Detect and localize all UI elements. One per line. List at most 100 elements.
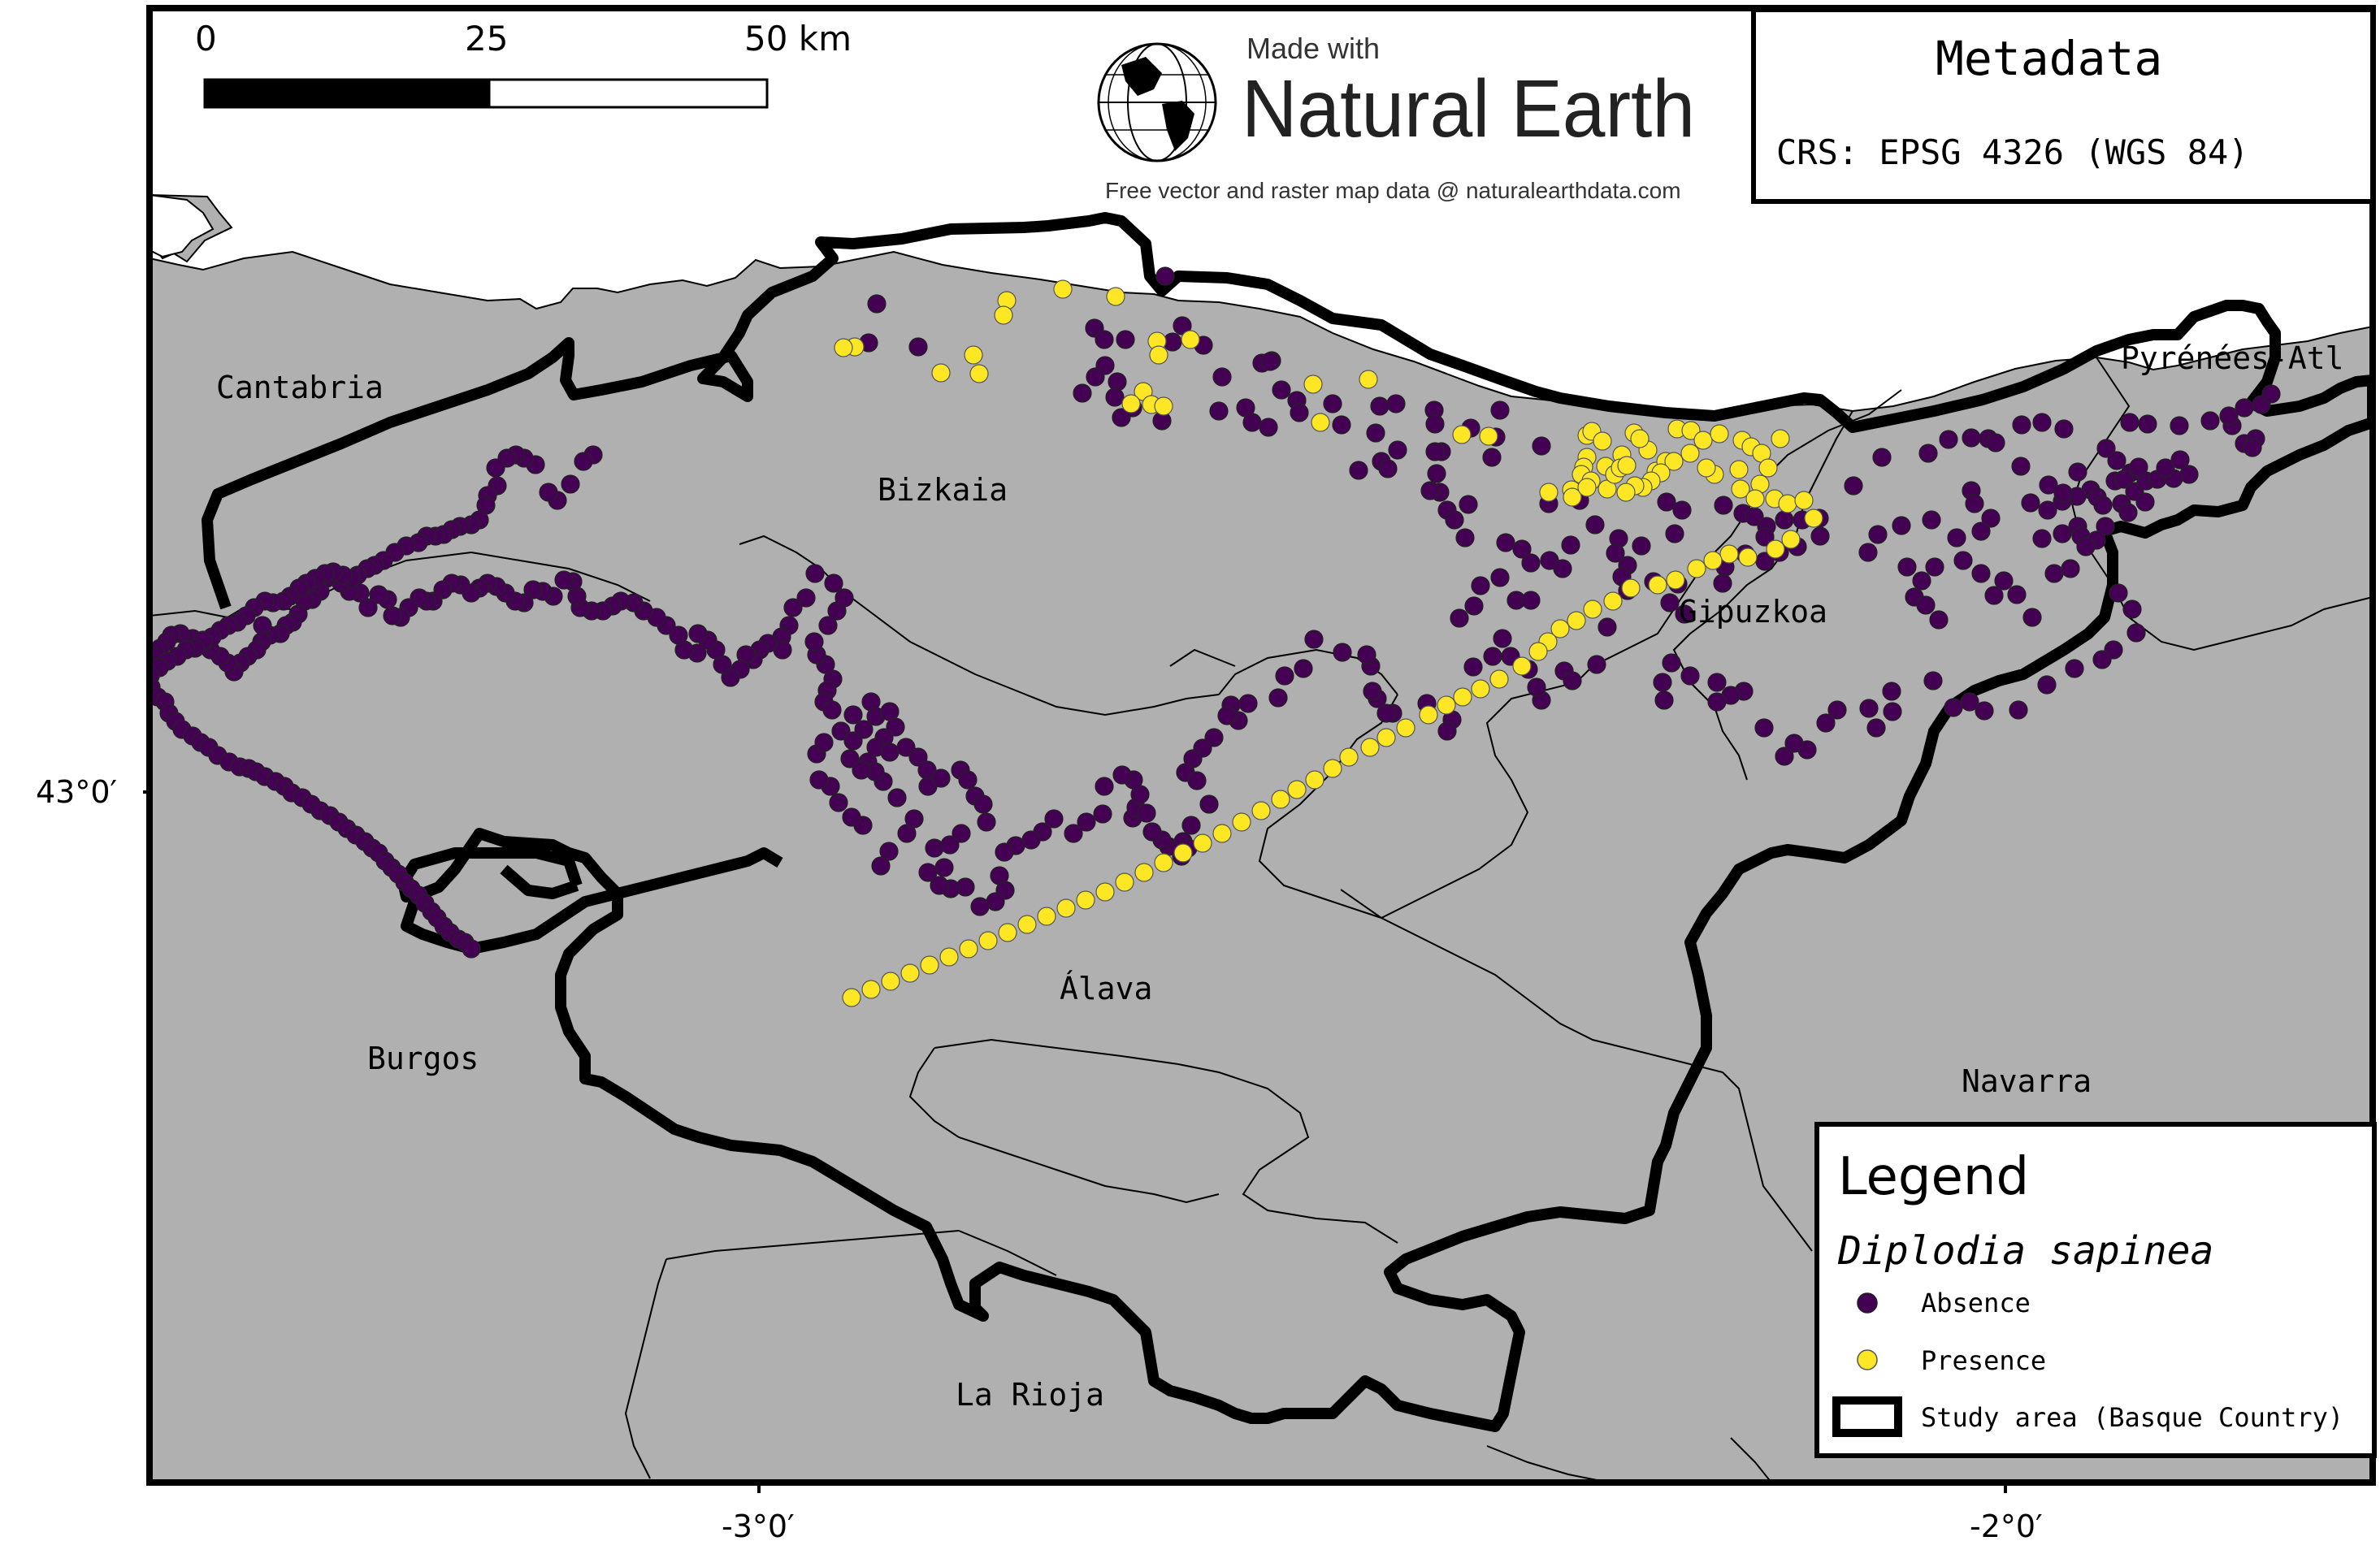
absence-point (574, 452, 593, 471)
absence-point (2243, 438, 2262, 457)
absence-point (1496, 533, 1515, 552)
absence-point (1585, 515, 1605, 535)
presence-point (994, 305, 1013, 325)
absence-point (1561, 535, 1580, 555)
absence-point (843, 705, 863, 725)
absence-point (2122, 600, 2142, 619)
absence-point (1064, 824, 1083, 843)
absence-point (840, 749, 860, 768)
presence-point (1154, 853, 1173, 872)
region-label-navarra: Navarra (1962, 1063, 2092, 1099)
absence-point (1386, 394, 1406, 413)
absence-point (843, 731, 863, 751)
presence-point (1121, 394, 1141, 413)
absence-point (383, 606, 402, 625)
lon-tick-label-east: -2°0′ (1970, 1509, 2043, 1544)
absence-point (783, 598, 803, 617)
presence-point (842, 988, 861, 1007)
absence-point (1086, 367, 1105, 387)
presence-point (1489, 669, 1509, 689)
presence-point (1076, 890, 1095, 910)
absence-point (1784, 734, 1804, 753)
absence-point (1199, 794, 1219, 814)
presence-point (1528, 642, 1548, 661)
legend-presence-marker (1857, 1349, 1878, 1370)
absence-point (1775, 747, 1794, 766)
absence-point (1370, 396, 1389, 416)
absence-point (2044, 564, 2064, 583)
legend-absence-label: Absence (1921, 1288, 2031, 1318)
absence-point (1810, 526, 1830, 546)
absence-point (1187, 771, 1207, 790)
absence-point (1445, 510, 1464, 530)
presence-point (1232, 812, 1251, 832)
region-label-pyrenees: Pyrénées-Atl (2121, 340, 2344, 376)
absence-point (1754, 718, 1774, 738)
presence-point (1037, 907, 1056, 926)
absence-point (2021, 493, 2040, 513)
presence-point (1648, 575, 1667, 595)
presence-point (1305, 770, 1324, 790)
presence-point (1339, 747, 1359, 767)
absence-point (1459, 495, 1478, 514)
absence-point (1665, 524, 1684, 543)
absence-point (1923, 671, 1943, 690)
absence-point (1095, 330, 1114, 349)
presence-point (1360, 738, 1380, 757)
absence-point (804, 632, 824, 651)
presence-point (1758, 458, 1778, 478)
presence-point (1452, 425, 1472, 444)
absence-point (871, 856, 891, 876)
absence-point (1827, 700, 1847, 720)
presence-point (1617, 456, 1637, 475)
absence-point (1858, 543, 1878, 562)
presence-point (1550, 619, 1570, 638)
absence-point (1994, 571, 2014, 591)
presence-point (1251, 801, 1271, 820)
presence-point (1453, 687, 1472, 707)
presence-point (1666, 570, 1685, 590)
absence-point (1112, 408, 1131, 427)
made-with-text: Made with (1246, 32, 1380, 65)
absence-point (952, 824, 971, 843)
presence-point (1563, 487, 1582, 507)
absence-point (1532, 436, 1551, 456)
absence-point (1962, 428, 1981, 448)
absence-point (2022, 608, 2042, 627)
absence-point (2065, 659, 2084, 678)
absence-point (1155, 266, 1175, 286)
presence-point (881, 972, 900, 991)
absence-point (1173, 316, 1192, 335)
absence-point (1859, 699, 1879, 718)
absence-point (970, 897, 990, 916)
absence-point (1275, 666, 1294, 686)
absence-point (973, 794, 993, 814)
absence-point (1209, 401, 1229, 421)
absence-point (2170, 450, 2190, 470)
legend: Legend Diplodia sapinea Absence Presence… (1814, 1122, 2377, 1458)
presence-point (1567, 611, 1586, 630)
presence-point (1781, 530, 1801, 549)
presence-point (1181, 330, 1200, 349)
lat-tick-label: 43°0′ (36, 774, 117, 810)
presence-point (1687, 559, 1706, 578)
absence-point (1680, 666, 1700, 686)
absence-point (1493, 629, 1512, 648)
absence-point (1483, 647, 1502, 666)
absence-point (1450, 608, 1469, 628)
absence-point (1366, 423, 1385, 443)
absence-point (958, 770, 978, 790)
globe-icon (1097, 42, 1217, 162)
absence-point (1073, 383, 1092, 403)
absence-point (1606, 543, 1625, 563)
absence-point (1105, 387, 1125, 407)
presence-point (1479, 426, 1498, 446)
absence-point (977, 812, 996, 832)
absence-point (486, 458, 505, 478)
absence-point (1714, 496, 1733, 515)
legend-species: Diplodia sapinea (1837, 1228, 2213, 1274)
absence-point (1323, 394, 1342, 413)
legend-absence-marker (1857, 1292, 1878, 1314)
absence-point (934, 858, 954, 877)
absence-point (1653, 673, 1672, 692)
